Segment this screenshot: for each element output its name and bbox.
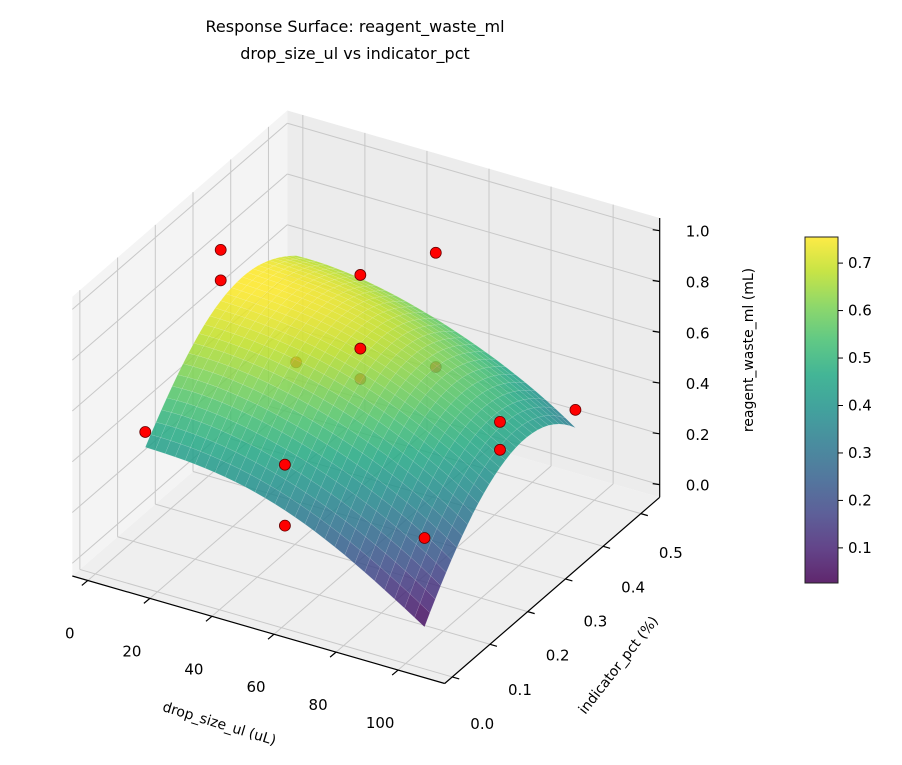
- z-tick: [652, 432, 660, 435]
- z-gridline: [287, 173, 660, 282]
- x-tick-label: 100: [366, 714, 395, 732]
- data-point: [354, 269, 367, 281]
- surface-face: [505, 433, 522, 448]
- data-point: [429, 246, 442, 259]
- surface-face: [554, 415, 571, 427]
- z-tick-label: 0.6: [686, 324, 710, 342]
- x-axis-label: drop_size_ul (uL): [161, 699, 278, 749]
- x-gridline: [397, 483, 614, 671]
- colorbar-tick-label: 0.1: [848, 539, 872, 557]
- z-gridline: [71, 122, 288, 310]
- chart-title-line2: drop_size_ul vs indicator_pct: [240, 44, 470, 64]
- surface-and-points: [139, 243, 582, 628]
- z-tick: [652, 330, 660, 333]
- z-tick-label: 0.8: [686, 273, 710, 291]
- data-point: [279, 519, 291, 532]
- y-tick-label: 0.0: [470, 715, 494, 733]
- left-wall-pane: [72, 110, 288, 576]
- y-tick: [602, 545, 611, 549]
- x-tick: [205, 615, 213, 622]
- x-axis-line: [72, 575, 445, 685]
- x-tick-label: 40: [184, 660, 203, 678]
- y-tick-label: 0.3: [583, 612, 607, 630]
- z-tick: [652, 229, 660, 232]
- surface-face: [548, 415, 566, 425]
- x-tick: [391, 669, 399, 676]
- z-tick-label: 0.4: [686, 375, 710, 393]
- y-tick-label: 0.4: [621, 578, 645, 596]
- z-tick-label: 0.2: [686, 426, 710, 444]
- surface-face: [457, 503, 474, 525]
- x-tick-label: 80: [309, 696, 328, 714]
- axes: 0 20 40 60 80 100 0.0 0.1 0.2 0.3 0.4 0.5 0.0 0.2 0.4 0…: [65, 218, 710, 733]
- surface-face: [559, 416, 576, 428]
- y-gridline: [79, 568, 453, 678]
- x-tick: [81, 580, 89, 586]
- z-gridline: [71, 173, 288, 361]
- data-point: [569, 403, 582, 416]
- surface-face: [543, 415, 560, 425]
- x-tick-label: 60: [246, 678, 265, 696]
- y-tick: [452, 676, 460, 680]
- y-tick: [565, 578, 573, 582]
- y-tick-label: 0.1: [508, 681, 532, 699]
- x-tick-label: 0: [65, 624, 75, 642]
- surface-face: [430, 562, 447, 586]
- surface-face: [473, 474, 490, 494]
- y-tick: [489, 643, 498, 647]
- surface-face: [484, 458, 501, 476]
- surface-face: [425, 575, 441, 600]
- z-gridline: [287, 122, 660, 232]
- z-gridline: [287, 224, 660, 333]
- surface-face: [468, 483, 485, 504]
- data-point: [139, 426, 152, 438]
- x-tick-label: 20: [122, 642, 141, 660]
- colorbar-tick-label: 0.5: [848, 349, 872, 367]
- surface-face: [462, 493, 479, 514]
- y-tick-label: 0.5: [659, 544, 683, 562]
- colorbar-tick-label: 0.3: [848, 444, 872, 462]
- colorbar-scale: [804, 236, 839, 584]
- surface-face: [414, 603, 431, 628]
- data-point: [214, 243, 227, 256]
- x-tick: [329, 651, 337, 658]
- y-tick: [527, 611, 535, 615]
- z-tick-label: 0.0: [686, 477, 710, 495]
- y-tick: [640, 513, 648, 517]
- data-point: [494, 416, 506, 428]
- z-tick: [652, 381, 660, 384]
- z-axis-label: reagent_waste_ml (mL): [741, 268, 757, 432]
- chart-title-line1: Response Surface: reagent_waste_ml: [205, 17, 504, 37]
- z-gridline: [71, 224, 288, 412]
- x-tick: [143, 597, 151, 604]
- z-tick: [652, 483, 660, 486]
- y-gridline: [117, 536, 491, 645]
- data-point: [418, 532, 431, 544]
- surface-face: [527, 418, 544, 431]
- x-tick: [267, 633, 275, 640]
- colorbar-tick-label: 0.7: [848, 254, 872, 272]
- y-tick-label: 0.2: [546, 647, 570, 665]
- z-tick: [652, 279, 660, 283]
- data-point: [279, 458, 291, 471]
- surface-face: [532, 417, 549, 428]
- y-gridline: [155, 503, 528, 613]
- surface-face: [511, 428, 528, 443]
- colorbar-tick-label: 0.6: [848, 302, 872, 320]
- y-axis-line: [444, 496, 661, 684]
- surface-face: [516, 424, 533, 438]
- surface-face: [538, 415, 555, 426]
- data-point: [354, 342, 367, 355]
- colorbar-tick-label: 0.2: [848, 491, 872, 509]
- data-point: [214, 274, 227, 287]
- surface-face: [521, 421, 539, 434]
- colorbar-tick-label: 0.4: [848, 396, 872, 414]
- data-point: [494, 443, 506, 456]
- colorbar: 0.1 0.2 0.3 0.4 0.5 0.6 0.7: [804, 236, 872, 584]
- surface-face: [446, 525, 463, 548]
- z-tick-label: 1.0: [686, 223, 710, 241]
